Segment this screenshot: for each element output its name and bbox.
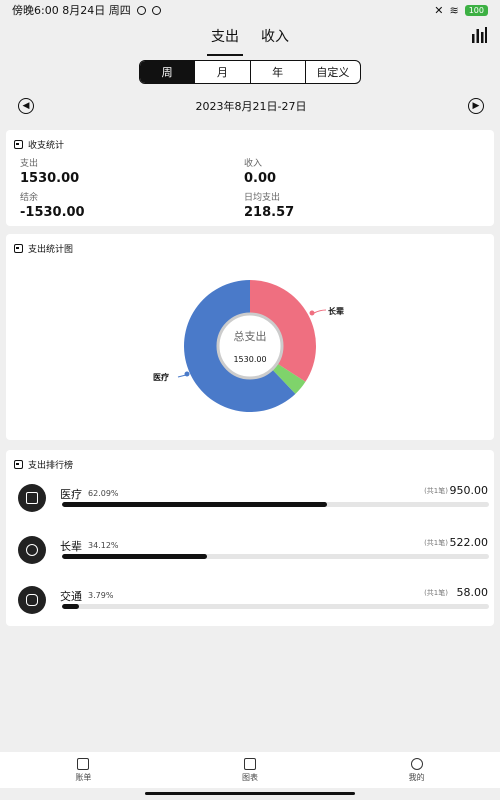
- expense-stat: 支出 1530.00: [20, 156, 79, 186]
- elder-leader-dot: [309, 310, 315, 316]
- ranking-count: (共1笔): [424, 589, 448, 597]
- medical-leader-line: [177, 374, 187, 378]
- ranking-row-transport[interactable]: 交通 3.79% (共1笔) 58.00: [18, 584, 489, 618]
- period-year[interactable]: 年: [251, 61, 306, 83]
- ranking-pct: 62.09%: [88, 489, 119, 498]
- slice-label-medical: 医疗: [153, 372, 169, 382]
- balance-stat: 结余 -1530.00: [20, 190, 85, 220]
- ranking-row-medical[interactable]: 医疗 62.09% (共1笔) 950.00: [18, 482, 489, 516]
- ranking-row-elder[interactable]: 长辈 34.12% (共1笔) 522.00: [18, 534, 489, 568]
- pie-chart-card: 支出统计图 总支出 1530.00 长辈 医疗: [6, 234, 494, 440]
- income-value: 0.00: [244, 171, 277, 186]
- period-selector: 周 月 年 自定义: [139, 60, 361, 84]
- ranking-name: 交通: [60, 590, 82, 603]
- income-stat: 收入 0.00: [244, 156, 276, 186]
- status-bar: 傍晚6:00 8月24日 周四 ✕ ≋ 100: [0, 0, 500, 20]
- home-indicator-area: [0, 788, 500, 800]
- wifi-icon: ≋: [449, 3, 459, 17]
- ranking-title: 支出排行榜: [28, 461, 74, 471]
- expense-value: 1530.00: [20, 171, 80, 186]
- balance-value: -1530.00: [20, 205, 85, 220]
- ranking-count: (共1笔): [424, 487, 448, 495]
- ranking-pct: 34.12%: [88, 541, 119, 550]
- bottom-nav: 账单 图表 我的: [0, 752, 500, 788]
- bus-icon: [18, 586, 46, 614]
- elder-leader-line: [313, 309, 327, 314]
- status-time: 傍晚6:00 8月24日 周四: [12, 4, 131, 17]
- elder-person-icon: [18, 536, 46, 564]
- ranking-bar-track: [62, 502, 489, 507]
- battery-icon: 100: [464, 4, 488, 16]
- donut-hole: [216, 312, 284, 380]
- ranking-amount: 522.00: [449, 536, 489, 549]
- app-notice-icon: [151, 5, 161, 15]
- ranking-name: 长辈: [60, 540, 82, 553]
- ranking-bar-fill: [62, 604, 80, 609]
- daily-label: 日均支出: [244, 193, 281, 203]
- tab-expense[interactable]: 支出: [207, 26, 243, 56]
- nav-label: 账单: [75, 772, 92, 782]
- ranking-count: (共1笔): [424, 539, 448, 547]
- ranking-bar-track: [62, 554, 489, 559]
- ranking-bar-track: [62, 604, 489, 609]
- chart-icon: [244, 757, 256, 770]
- ranking-bar-fill: [62, 554, 208, 559]
- expense-donut-chart: 总支出 1530.00 长辈 医疗: [153, 280, 344, 412]
- pie-chart-icon: [14, 244, 23, 253]
- pie-title: 支出统计图: [28, 245, 74, 255]
- balance-label: 结余: [20, 193, 39, 203]
- bar-chart-icon[interactable]: [470, 26, 488, 44]
- daily-stat: 日均支出 218.57: [244, 190, 294, 220]
- center-value: 1530.00: [233, 355, 266, 364]
- tab-income[interactable]: 收入: [261, 29, 289, 45]
- ranking-name: 医疗: [60, 488, 82, 501]
- center-label: 总支出: [234, 329, 267, 343]
- type-tabs: 支出 收入: [0, 26, 500, 56]
- stats-icon: [14, 140, 23, 149]
- nav-charts[interactable]: 图表: [167, 752, 334, 788]
- period-month[interactable]: 月: [195, 61, 251, 83]
- expense-label: 支出: [20, 159, 39, 169]
- next-period-icon[interactable]: ▶: [468, 98, 484, 114]
- home-indicator[interactable]: [145, 792, 355, 795]
- period-week[interactable]: 周: [140, 61, 196, 83]
- nav-label: 图表: [242, 772, 258, 782]
- date-range: 2023年8月21日-27日: [195, 100, 307, 113]
- mute-icon: ✕: [434, 3, 444, 17]
- nav-label: 我的: [408, 772, 425, 782]
- bill-icon: [77, 757, 90, 770]
- person-icon: [410, 757, 423, 770]
- date-navigator: ◀ 2023年8月21日-27日 ▶: [18, 96, 484, 116]
- slice-label-elder: 长辈: [328, 306, 344, 316]
- period-custom[interactable]: 自定义: [316, 66, 350, 79]
- ranking-icon: [14, 460, 23, 469]
- daily-value: 218.57: [244, 205, 295, 220]
- medical-leader-dot: [184, 371, 190, 377]
- medical-kit-icon: [18, 484, 46, 512]
- notification-icon: [136, 5, 146, 15]
- summary-card: 收支统计 支出 1530.00 收入 0.00 结余 -1530.00 日均支出…: [6, 130, 494, 226]
- ranking-amount: 950.00: [449, 484, 489, 497]
- ranking-pct: 3.79%: [88, 591, 114, 600]
- ranking-bar-fill: [62, 502, 327, 507]
- nav-profile[interactable]: 我的: [333, 752, 500, 788]
- income-label: 收入: [244, 159, 263, 169]
- prev-period-icon[interactable]: ◀: [18, 98, 34, 114]
- summary-title: 收支统计: [28, 141, 65, 151]
- ranking-card: 支出排行榜 医疗 62.09% (共1笔) 950.00 长辈 34.12% (…: [6, 450, 494, 626]
- nav-bills[interactable]: 账单: [0, 752, 167, 788]
- ranking-amount: 58.00: [456, 586, 489, 599]
